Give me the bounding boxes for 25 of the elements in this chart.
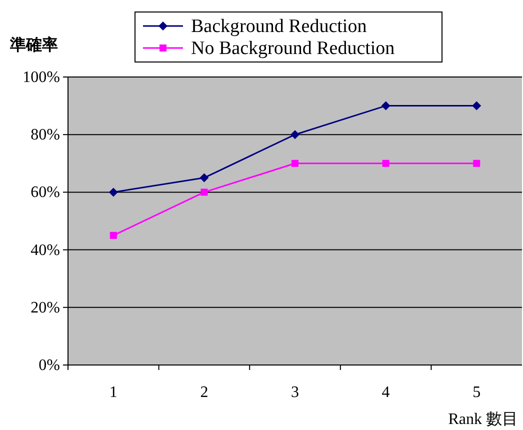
- x-tick-label: 3: [291, 384, 299, 401]
- legend-label: Background Reduction: [191, 16, 368, 37]
- y-tick-label: 0%: [38, 357, 60, 374]
- point: [108, 188, 118, 197]
- y-axis-title: 準確率: [9, 35, 58, 54]
- x-tick-label: 4: [382, 384, 390, 401]
- point: [472, 101, 482, 110]
- point: [200, 188, 208, 196]
- x-tick-label: 1: [109, 384, 118, 401]
- x-tick-label: 5: [472, 384, 481, 401]
- y-tick-label: 20%: [30, 299, 60, 316]
- point: [110, 232, 117, 239]
- point: [381, 101, 390, 110]
- y-tick-label: 80%: [30, 126, 60, 144]
- point: [292, 160, 298, 167]
- y-tick-label: 100%: [22, 69, 60, 86]
- point: [382, 160, 390, 167]
- y-tick-label: 60%: [30, 184, 60, 202]
- x-tick-label: 2: [200, 384, 208, 401]
- point: [200, 173, 209, 182]
- y-tick-label: 40%: [30, 242, 60, 259]
- point: [473, 160, 480, 167]
- legend-label: No Background Reduction: [191, 38, 396, 59]
- x-axis-title: Rank 數目: [448, 411, 518, 428]
- point: [290, 130, 300, 140]
